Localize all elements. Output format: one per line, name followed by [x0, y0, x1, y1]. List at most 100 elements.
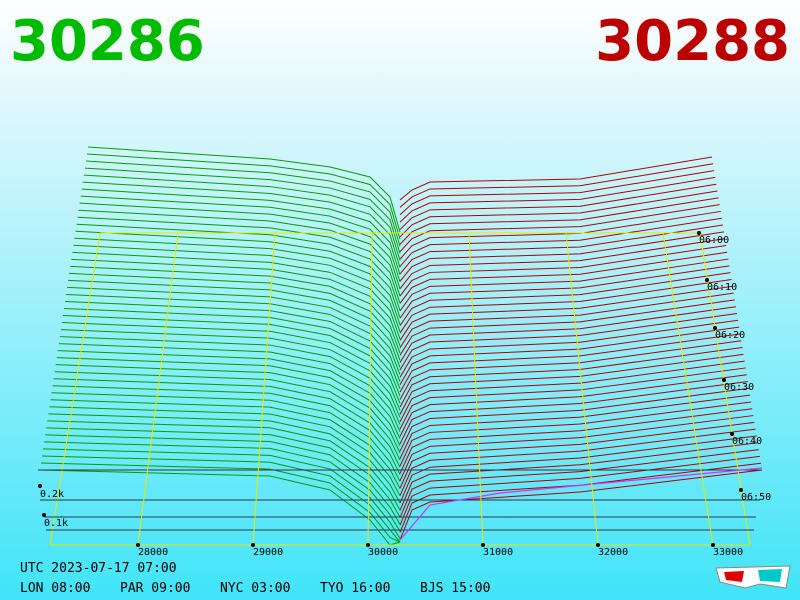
- ask-layer: [399, 244, 727, 297]
- price-tick: [251, 543, 255, 547]
- price-grid-line: [367, 232, 373, 546]
- bid-layer: [59, 336, 401, 425]
- axis-labels: 28000 29000 30000 31000 32000 33000 06:00 06:10…: [38, 231, 771, 558]
- ask-layer: [399, 442, 758, 511]
- bid-layer: [73, 244, 401, 332]
- bid-layer: [72, 251, 401, 340]
- bid-price: 30286: [10, 9, 205, 74]
- price-tick: [596, 543, 600, 547]
- bid-layer: [77, 216, 401, 304]
- bid-layer: [63, 308, 401, 397]
- bid-layer: [39, 469, 401, 546]
- bid-layer: [53, 378, 401, 468]
- bid-layer: [51, 392, 401, 482]
- price-label: 33000: [713, 547, 743, 558]
- ask-price: 30288: [595, 9, 790, 74]
- bid-layer: [43, 448, 401, 539]
- price-label: 30000: [368, 547, 398, 558]
- bid-layer: [49, 406, 401, 497]
- clock: BJS 15:00: [420, 581, 490, 596]
- ask-layer: [399, 360, 745, 422]
- bid-layer: [65, 300, 401, 390]
- ask-layer: [399, 313, 738, 371]
- bid-layer: [80, 195, 401, 283]
- glasses-icon: [715, 565, 791, 589]
- volume-label: 0.1k: [44, 518, 68, 529]
- price-grid-line: [468, 232, 484, 546]
- ask-layer: [399, 449, 759, 519]
- bid-layer: [48, 413, 401, 504]
- bid-layer: [71, 258, 401, 347]
- price-tick: [136, 543, 140, 547]
- bid-layer: [55, 364, 401, 454]
- ask-layer: [399, 210, 721, 260]
- bid-layer: [41, 462, 401, 543]
- ask-layer: [399, 387, 750, 452]
- bid-layer: [86, 153, 401, 240]
- bid-layer: [82, 181, 401, 268]
- time-tick: [713, 326, 717, 330]
- ask-layer: [399, 462, 761, 533]
- bid-layer: [45, 434, 401, 525]
- bid-layer: [57, 350, 401, 439]
- bid-layer: [44, 441, 401, 532]
- bid-layer: [62, 315, 401, 404]
- price-label: 32000: [598, 547, 628, 558]
- time-label: 06:20: [715, 330, 745, 341]
- floor-grid: [38, 232, 763, 546]
- ask-layer: [399, 170, 715, 216]
- bid-layer: [42, 455, 401, 543]
- ask-layer: [399, 224, 723, 275]
- depth-layers: [39, 146, 763, 546]
- bid-layer: [56, 357, 401, 447]
- ask-layer: [399, 217, 722, 267]
- clock: TYO 16:00: [320, 581, 390, 596]
- ask-layer: [399, 367, 746, 430]
- price-tick: [366, 543, 370, 547]
- ask-layer: [399, 278, 732, 334]
- ask-layer: [399, 353, 744, 415]
- ask-layer: [399, 292, 734, 349]
- price-label: 28000: [138, 547, 168, 558]
- ask-layer: [399, 469, 763, 541]
- ask-layer: [399, 285, 733, 341]
- bid-layer: [74, 237, 401, 325]
- bid-layer: [78, 209, 401, 297]
- ask-layer: [399, 299, 735, 356]
- ask-layer: [399, 333, 741, 393]
- bid-layer: [47, 420, 401, 511]
- ask-layer: [399, 231, 725, 282]
- bid-layer: [75, 230, 401, 318]
- ask-layer: [399, 435, 757, 504]
- price-label: 29000: [253, 547, 283, 558]
- bid-layer: [61, 322, 401, 411]
- ask-layer: [399, 258, 729, 312]
- time-label: 06:00: [699, 235, 729, 246]
- ask-layer: [399, 176, 716, 223]
- clock: PAR 09:00: [120, 581, 190, 596]
- bid-layer: [58, 343, 401, 432]
- time-tick: [739, 488, 743, 492]
- ask-layer: [399, 306, 736, 363]
- bid-layer: [85, 160, 401, 247]
- ask-layer: [399, 374, 747, 437]
- bid-layer: [50, 399, 401, 489]
- time-label: 06:10: [707, 282, 737, 293]
- ask-layer: [399, 408, 753, 474]
- time-label: 06:50: [741, 492, 771, 503]
- ask-layer: [399, 183, 717, 230]
- volume-label: 0.2k: [40, 489, 64, 500]
- price-label: 31000: [483, 547, 513, 558]
- bid-layer: [79, 202, 401, 290]
- clock: LON 08:00: [20, 581, 90, 596]
- ask-layer: [399, 251, 728, 304]
- volume-tick: [38, 484, 42, 488]
- price-tick: [481, 543, 485, 547]
- volume-tick: [42, 513, 46, 517]
- ask-layer: [399, 156, 713, 201]
- price-grid-line: [252, 232, 276, 546]
- bid-layer: [54, 371, 401, 461]
- trade-line: [399, 467, 763, 541]
- ask-layer: [399, 265, 730, 319]
- bid-layer: [46, 427, 401, 518]
